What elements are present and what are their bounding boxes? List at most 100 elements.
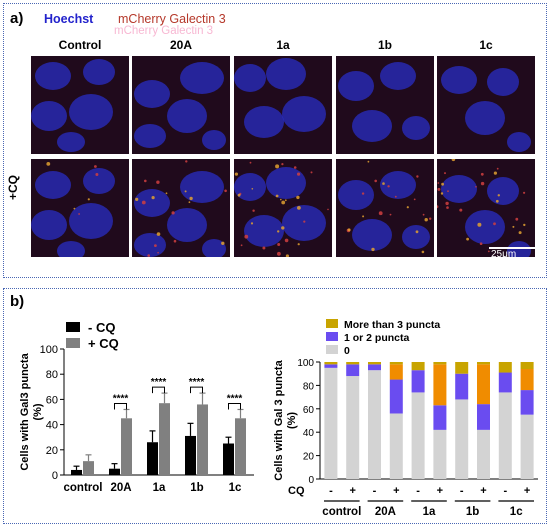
puncta-dot — [151, 196, 155, 200]
puncta-dot — [497, 194, 500, 197]
y-tick-label: 60 — [46, 394, 58, 406]
micrograph-tile — [132, 159, 230, 257]
micrograph-tile — [437, 159, 535, 257]
nucleus — [282, 96, 326, 132]
puncta-dot — [154, 244, 157, 247]
column-header-20a: 20A — [169, 38, 192, 52]
group-label: 1b — [466, 506, 479, 518]
legend-label: + CQ — [88, 336, 119, 351]
puncta-dot — [144, 179, 147, 183]
stacked-bar-segment — [477, 364, 490, 405]
stacked-bar-segment — [477, 362, 490, 365]
puncta-dot — [406, 206, 409, 209]
puncta-dot — [512, 225, 515, 228]
stacked-bar-segment — [520, 362, 534, 370]
puncta-dot — [415, 230, 419, 234]
y-axis-title: Cells with Gal 3 puncta(%) — [273, 359, 298, 480]
puncta-dot — [493, 222, 496, 226]
nucleus — [69, 203, 113, 239]
legend-swatch — [66, 338, 80, 348]
nucleus — [35, 171, 71, 199]
stacked-bar-segment — [346, 364, 360, 377]
puncta-dot — [422, 213, 425, 216]
puncta-dot — [297, 172, 301, 176]
puncta-dot — [362, 215, 365, 218]
stacked-bar-segment — [368, 362, 381, 365]
stacked-bar-segment — [389, 379, 403, 414]
puncta-dot — [156, 180, 160, 184]
micrograph-image — [132, 56, 230, 154]
y-tick-label: 80 — [303, 381, 315, 392]
nucleus — [402, 116, 430, 140]
puncta-dot — [147, 254, 150, 257]
puncta-dot — [184, 190, 187, 193]
micrograph-tile — [336, 56, 434, 154]
micrograph-tile — [234, 56, 332, 154]
nucleus — [244, 215, 284, 247]
legend-label: 1 or 2 puncta — [344, 332, 410, 344]
puncta-dot — [173, 239, 177, 243]
panel-a-label: a) — [10, 10, 24, 27]
nucleus — [282, 205, 326, 241]
nucleus — [380, 171, 416, 199]
nucleus — [352, 219, 392, 251]
puncta-dot — [249, 161, 252, 164]
cq-sign: + — [393, 485, 399, 497]
puncta-dot — [421, 250, 425, 254]
nucleus — [487, 68, 519, 96]
puncta-dot — [280, 198, 282, 201]
panel-a: a) Hoechst mCherry Galectin 3 mCherry Ga… — [3, 3, 547, 278]
group-label: 1a — [423, 506, 436, 518]
cq-sign: + — [349, 485, 355, 497]
puncta-dot — [374, 179, 377, 183]
micrograph-image — [234, 56, 332, 154]
puncta-dot — [94, 165, 97, 168]
puncta-dot — [475, 186, 477, 188]
legend-mcherry: mCherry Galectin 3 — [118, 12, 226, 26]
y-tick-label: 100 — [40, 344, 58, 356]
puncta-dot — [277, 243, 281, 246]
puncta-dot — [487, 250, 490, 253]
puncta-dot — [387, 185, 390, 188]
puncta-dot — [441, 182, 444, 186]
micrograph-tile — [336, 159, 434, 257]
nucleus — [134, 80, 170, 108]
puncta-dot — [480, 172, 484, 176]
stacked-bar-segment — [455, 399, 469, 479]
stacked-bar-segment — [368, 364, 381, 371]
nucleus — [134, 124, 166, 148]
puncta-dot — [361, 192, 365, 195]
stacked-bar-segment — [433, 362, 447, 365]
nucleus — [180, 62, 224, 94]
y-axis-title-line: Cells with Gal3 puncta — [19, 352, 31, 470]
stacked-bar-segment — [455, 362, 469, 374]
micrograph-image — [31, 56, 129, 154]
puncta-dot — [479, 242, 483, 245]
nucleus — [441, 66, 477, 94]
group-label: control — [322, 506, 361, 518]
panel-b: b) 0 20 40 60 80 100 Cells with Gal3 puncta(%)… — [3, 288, 547, 524]
legend-swatch — [326, 345, 338, 354]
group-label: 1c — [510, 506, 523, 518]
stacked-bar-segment — [346, 376, 360, 479]
significance-bracket — [152, 386, 165, 394]
stacked-bar-segment — [389, 362, 403, 365]
puncta-dot — [275, 194, 279, 198]
y-tick-label: 80 — [46, 369, 58, 381]
nucleus — [402, 225, 430, 249]
nucleus — [31, 210, 67, 240]
puncta-dot — [277, 251, 281, 256]
cq-sign: + — [524, 485, 530, 497]
puncta-dot — [284, 238, 289, 243]
stacked-bar-segment — [520, 390, 534, 415]
legend-hoechst: Hoechst — [44, 12, 94, 26]
puncta-dot — [416, 175, 419, 178]
column-header-1b: 1b — [377, 38, 392, 52]
puncta-dot — [285, 254, 289, 257]
puncta-dot — [518, 231, 522, 235]
legend-swatch — [66, 322, 80, 332]
stacked-bar-segment — [389, 364, 403, 380]
y-axis-title-line: Cells with Gal 3 puncta — [273, 359, 285, 480]
micrograph-image — [437, 159, 535, 257]
puncta-dot — [237, 193, 241, 197]
